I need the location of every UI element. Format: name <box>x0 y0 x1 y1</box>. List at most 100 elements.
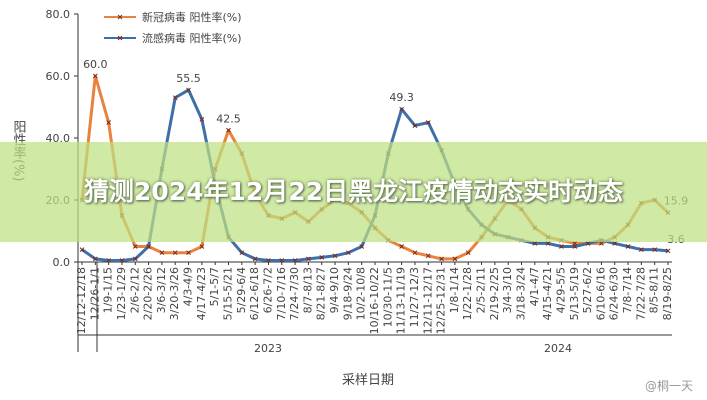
y-tick-label: 80.0 <box>46 8 71 21</box>
x-tick-label: 7/22-7/28 <box>634 267 647 320</box>
x-tick-label: 4/1-4/7 <box>528 267 541 306</box>
marker <box>532 241 538 246</box>
marker <box>639 247 644 252</box>
x-tick-label: 4/29-5/5 <box>554 267 567 313</box>
x-tick-label: 1/23-1/29 <box>115 267 128 320</box>
marker <box>172 95 178 101</box>
marker <box>106 258 111 263</box>
x-tick-label: 1/9-1/15 <box>102 267 115 313</box>
y-tick-label: 40.0 <box>46 132 71 145</box>
marker <box>319 254 325 260</box>
x-tick-label: 12/11-12/17 <box>421 267 434 334</box>
x-tick-label: 5/13-5/19 <box>568 267 581 320</box>
marker <box>226 127 231 133</box>
x-tick-label: 8/7-8/13 <box>301 267 314 313</box>
marker <box>439 256 444 262</box>
x-tick-label: 7/24-7/30 <box>288 267 301 320</box>
x-tick-label: 6/10-6/16 <box>594 267 607 320</box>
year-label: 2024 <box>544 342 572 355</box>
x-tick-label: 5/15-5/21 <box>222 267 235 320</box>
marker <box>132 244 138 249</box>
marker <box>399 244 404 249</box>
marker <box>159 250 165 256</box>
marker <box>119 258 125 263</box>
x-tick-label: 11/27-12/3 <box>408 267 421 327</box>
x-tick-label: 1/8-1/14 <box>448 267 461 313</box>
x-tick-label: 12/26-1/1 <box>88 267 101 320</box>
marker <box>199 244 205 249</box>
year-label: 2023 <box>254 342 282 355</box>
x-tick-label: 8/21-8/27 <box>315 267 328 320</box>
legend-label: 新冠病毒 阳性率(%) <box>142 10 242 24</box>
marker <box>306 256 311 262</box>
marker <box>346 250 351 256</box>
x-tick-label: 8/5-8/11 <box>648 267 661 313</box>
marker <box>452 256 458 262</box>
y-tick-label: 60.0 <box>46 70 71 83</box>
x-tick-label: 5/29-6/4 <box>235 267 248 313</box>
marker <box>186 250 191 256</box>
overlay-banner: 猜测2024年12月22日黑龙江疫情动态实时动态 <box>0 142 707 242</box>
x-tick-label: 11/13-11/19 <box>395 267 408 334</box>
marker <box>252 256 258 262</box>
x-tick-label: 10/16-10/22 <box>368 267 381 334</box>
x-tick-label: 10/30-11/5 <box>381 267 394 327</box>
marker <box>279 258 285 263</box>
x-tick-label: 2/20-2/26 <box>142 267 155 320</box>
x-tick-label: 3/20-3/26 <box>168 267 181 320</box>
x-tick-label: 7/10-7/16 <box>275 267 288 320</box>
x-tick-label: 5/1-5/7 <box>208 267 221 306</box>
x-tick-label: 9/4-9/10 <box>328 267 341 313</box>
marker <box>106 120 111 125</box>
marker <box>186 87 191 93</box>
marker <box>545 241 551 246</box>
x-tick-label: 12/12-12/18 <box>75 267 88 334</box>
marker <box>625 244 631 249</box>
marker <box>172 250 178 256</box>
marker <box>239 250 245 256</box>
marker <box>359 244 365 249</box>
x-tick-label: 3/6-3/12 <box>155 267 168 313</box>
x-tick-label: 3/4-3/10 <box>501 267 514 313</box>
watermark: @桐一天 <box>644 379 693 393</box>
legend-marker <box>117 14 123 20</box>
x-tick-label: 7/8-7/14 <box>621 267 634 313</box>
marker <box>332 253 338 259</box>
x-tick-label: 6/26-7/2 <box>261 267 274 313</box>
overlay-title: 猜测2024年12月22日黑龙江疫情动态实时动态 <box>83 177 624 206</box>
x-tick-label: 9/18-9/24 <box>341 267 354 320</box>
x-tick-label: 2/5-2/11 <box>475 267 488 313</box>
x-tick-label: 2/19-2/25 <box>488 267 501 320</box>
legend-marker <box>117 35 123 41</box>
marker <box>132 256 138 262</box>
data-label: 55.5 <box>176 72 201 85</box>
marker <box>292 258 298 263</box>
x-tick-label: 6/12-6/18 <box>248 267 261 320</box>
marker <box>79 247 85 252</box>
legend-label: 流感病毒 阳性率(%) <box>142 31 242 45</box>
x-tick-label: 4/17-4/23 <box>195 267 208 320</box>
marker <box>559 244 564 249</box>
marker <box>665 248 671 254</box>
x-tick-label: 4/15-4/21 <box>541 267 554 320</box>
data-label: 42.5 <box>216 112 241 125</box>
x-tick-label: 3/18-3/24 <box>515 267 528 320</box>
x-tick-label: 12/25-12/31 <box>435 267 448 334</box>
x-tick-label: 5/27-6/2 <box>581 267 594 313</box>
marker <box>92 256 98 262</box>
x-tick-label: 10/2-10/8 <box>355 267 368 320</box>
marker <box>92 73 98 79</box>
marker <box>412 250 418 256</box>
marker <box>412 123 418 128</box>
x-tick-label: 6/24-6/30 <box>608 267 621 320</box>
x-tick-label: 1/22-1/28 <box>461 267 474 320</box>
data-label: 60.0 <box>83 58 108 71</box>
x-axis-label: 采样日期 <box>342 373 394 388</box>
marker <box>425 120 431 125</box>
marker <box>652 247 658 252</box>
x-tick-label: 4/3-4/9 <box>182 267 195 306</box>
data-label: 49.3 <box>389 91 414 104</box>
marker <box>465 250 471 256</box>
